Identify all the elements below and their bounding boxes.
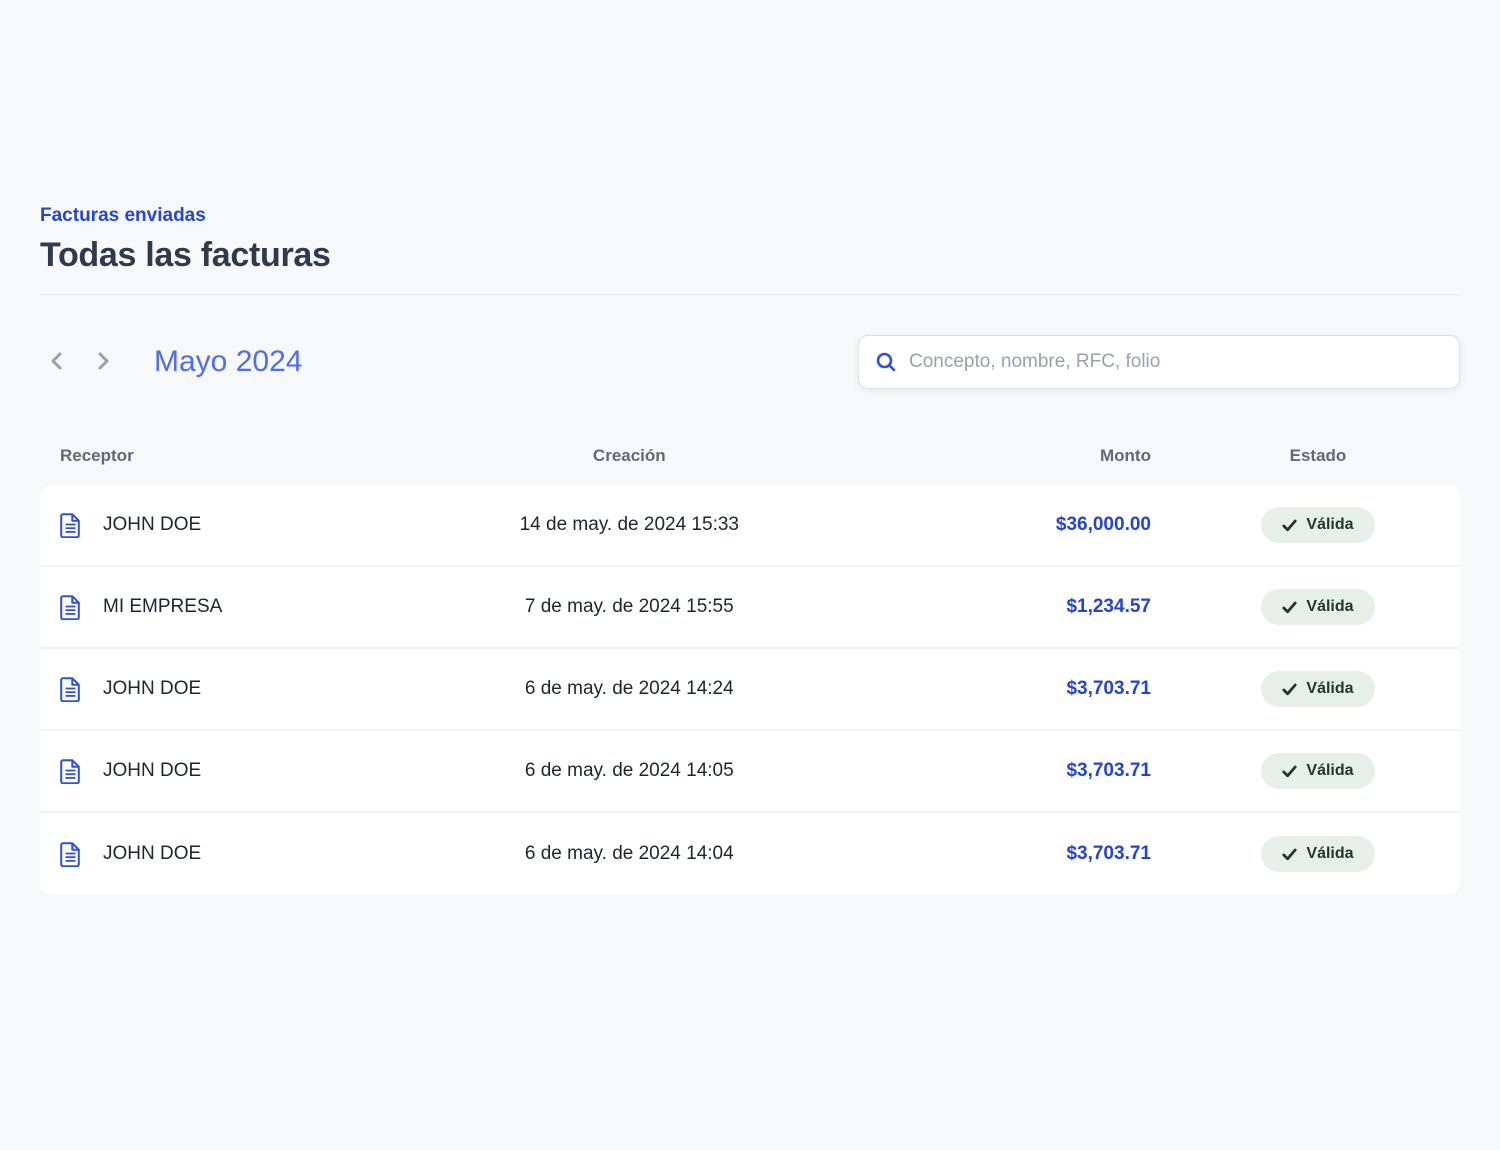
status-label: Válida — [1306, 762, 1354, 779]
estado-cell: Válida — [1176, 753, 1460, 789]
receptor-name: JOHN DOE — [103, 514, 202, 535]
invoice-document-icon — [60, 758, 81, 784]
page-header: Facturas enviadas Todas las facturas — [40, 0, 1460, 295]
table-row[interactable]: MI EMPRESA 7 de may. de 2024 15:55 $1,23… — [40, 567, 1460, 649]
receptor-name: JOHN DOE — [103, 843, 202, 864]
page-title: Todas las facturas — [40, 236, 331, 274]
monto-amount: $3,703.71 — [1066, 760, 1151, 781]
column-header-receptor: Receptor — [60, 446, 134, 465]
column-header-monto: Monto — [1100, 446, 1151, 465]
estado-cell: Válida — [1176, 589, 1460, 625]
receptor-name: MI EMPRESA — [103, 596, 223, 617]
creacion-date: 6 de may. de 2024 14:04 — [524, 843, 734, 864]
table-header-row: Receptor Creación Monto Estado — [40, 443, 1460, 469]
header-divider — [40, 294, 1460, 295]
search-box[interactable] — [858, 335, 1460, 389]
status-label: Válida — [1306, 845, 1354, 862]
estado-cell: Válida — [1176, 836, 1460, 872]
chevron-right-icon — [93, 351, 113, 374]
creacion-date: 6 de may. de 2024 14:24 — [524, 678, 734, 699]
status-badge: Válida — [1261, 671, 1375, 707]
invoice-document-icon — [60, 676, 81, 702]
invoice-document-icon — [60, 841, 81, 867]
status-label: Válida — [1306, 598, 1354, 615]
month-navigation: Mayo 2024 — [40, 345, 302, 379]
status-label: Válida — [1306, 516, 1354, 533]
monto-amount: $1,234.57 — [1066, 596, 1151, 617]
monto-amount: $36,000.00 — [1055, 514, 1151, 535]
status-badge: Válida — [1261, 753, 1375, 789]
receptor-cell: JOHN DOE — [40, 512, 395, 538]
check-icon — [1282, 765, 1298, 778]
receptor-name: JOHN DOE — [103, 678, 202, 699]
check-icon — [1282, 848, 1298, 861]
receptor-cell: JOHN DOE — [40, 841, 395, 867]
estado-cell: Válida — [1176, 671, 1460, 707]
column-header-creacion: Creación — [592, 446, 666, 465]
invoice-document-icon — [60, 594, 81, 620]
status-badge: Válida — [1261, 836, 1375, 872]
breadcrumb-facturas-enviadas[interactable]: Facturas enviadas — [40, 205, 206, 226]
monto-amount: $3,703.71 — [1066, 678, 1151, 699]
monto-amount: $3,703.71 — [1066, 843, 1151, 864]
table-row[interactable]: JOHN DOE 14 de may. de 2024 15:33 $36,00… — [40, 485, 1460, 567]
receptor-cell: JOHN DOE — [40, 676, 395, 702]
search-icon — [875, 351, 897, 373]
receptor-cell: JOHN DOE — [40, 758, 395, 784]
column-header-estado: Estado — [1289, 446, 1347, 465]
table-row[interactable]: JOHN DOE 6 de may. de 2024 14:05 $3,703.… — [40, 731, 1460, 813]
receptor-cell: MI EMPRESA — [40, 594, 395, 620]
toolbar: Mayo 2024 — [40, 335, 1460, 389]
table-row[interactable]: JOHN DOE 6 de may. de 2024 14:24 $3,703.… — [40, 649, 1460, 731]
receptor-name: JOHN DOE — [103, 760, 202, 781]
status-badge: Válida — [1261, 589, 1375, 625]
creacion-date: 6 de may. de 2024 14:05 — [524, 760, 734, 781]
creacion-date: 14 de may. de 2024 15:33 — [519, 514, 739, 535]
chevron-left-icon — [47, 351, 67, 374]
invoices-table: JOHN DOE 14 de may. de 2024 15:33 $36,00… — [40, 485, 1460, 895]
search-input[interactable] — [909, 351, 1443, 373]
check-icon — [1282, 683, 1298, 696]
next-month-button[interactable] — [86, 345, 120, 379]
month-label[interactable]: Mayo 2024 — [154, 345, 303, 378]
creacion-date: 7 de may. de 2024 15:55 — [524, 596, 734, 617]
table-row[interactable]: JOHN DOE 6 de may. de 2024 14:04 $3,703.… — [40, 813, 1460, 895]
invoice-document-icon — [60, 512, 81, 538]
estado-cell: Válida — [1176, 507, 1460, 543]
previous-month-button[interactable] — [40, 345, 74, 379]
check-icon — [1282, 601, 1298, 614]
status-badge: Válida — [1261, 507, 1375, 543]
check-icon — [1282, 519, 1298, 532]
status-label: Válida — [1306, 680, 1354, 697]
